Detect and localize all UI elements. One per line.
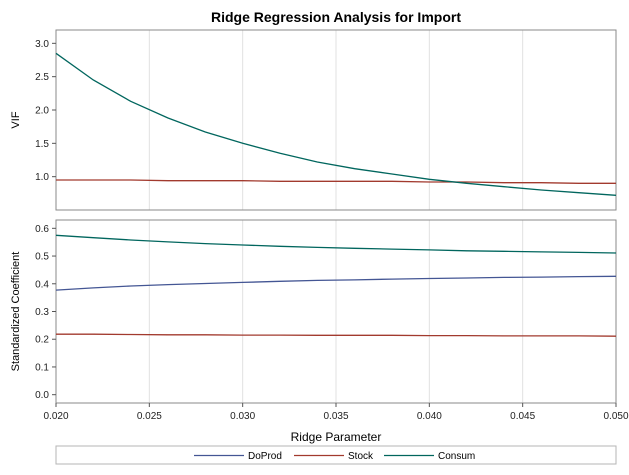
panel-2: 0.0 0.1 0.2 0.3 0.4 0.5 0.6 Standardized Coeffi… xyxy=(10,219,617,404)
y-axis-label: VIF xyxy=(10,111,22,128)
x-tick-label: 0.045 xyxy=(510,411,535,422)
panel-frame xyxy=(55,29,617,211)
y-tick-label: 3.0 xyxy=(35,39,49,50)
x-tick-label: 0.050 xyxy=(603,411,628,422)
y-tick-label: 0.4 xyxy=(35,279,49,290)
legend-item-stock: Stock xyxy=(294,451,374,462)
x-tick-label: 0.035 xyxy=(323,411,348,422)
series-line-doprod xyxy=(55,275,617,291)
chart-title: Ridge Regression Analysis for Import xyxy=(211,9,461,25)
legend-item-consum: Consum xyxy=(384,451,475,462)
y-tick-label: 0.5 xyxy=(35,252,49,263)
x-tick-label: 0.040 xyxy=(417,411,442,422)
y-tick-label: 2.5 xyxy=(35,72,49,83)
panel-1: 1.0 1.5 2.0 2.5 3.0 VIF xyxy=(10,29,617,211)
y-tick-label: 1.0 xyxy=(35,172,49,183)
x-tick-label: 0.030 xyxy=(230,411,255,422)
y-axis-label: Standardized Coefficient xyxy=(10,252,22,372)
y-tick-label: 0.3 xyxy=(35,307,49,318)
y-tick-label: 2.0 xyxy=(35,106,49,117)
x-tick-label: 0.020 xyxy=(43,411,68,422)
legend-label: Consum xyxy=(438,451,475,462)
series-line-consum xyxy=(55,52,617,196)
series-line-stock xyxy=(56,333,617,337)
y-tick-label: 0.6 xyxy=(35,224,49,235)
y-tick-label: 0.0 xyxy=(35,390,49,401)
legend-item-doprod: DoProd xyxy=(194,451,282,462)
series-line-consum xyxy=(55,234,617,254)
y-tick-label: 1.5 xyxy=(35,139,49,150)
y-tick-label: 0.2 xyxy=(35,335,49,346)
legend: DoProd Stock Consum xyxy=(55,445,617,465)
legend-label: Stock xyxy=(348,451,374,462)
y-tick-label: 0.1 xyxy=(35,362,49,373)
panels-layer: 1.0 1.5 2.0 2.5 3.0 VIF 0.0 0.1 0.2 0.3 0.4 0.5 0.6 S… xyxy=(10,29,629,422)
x-axis-label: Ridge Parameter xyxy=(291,430,382,444)
x-tick-label: 0.025 xyxy=(137,411,162,422)
x-axis: 0.020 0.025 0.030 0.035 0.040 0.045 0.050 xyxy=(43,403,629,422)
legend-label: DoProd xyxy=(248,451,282,462)
series-line-stock xyxy=(56,179,616,184)
